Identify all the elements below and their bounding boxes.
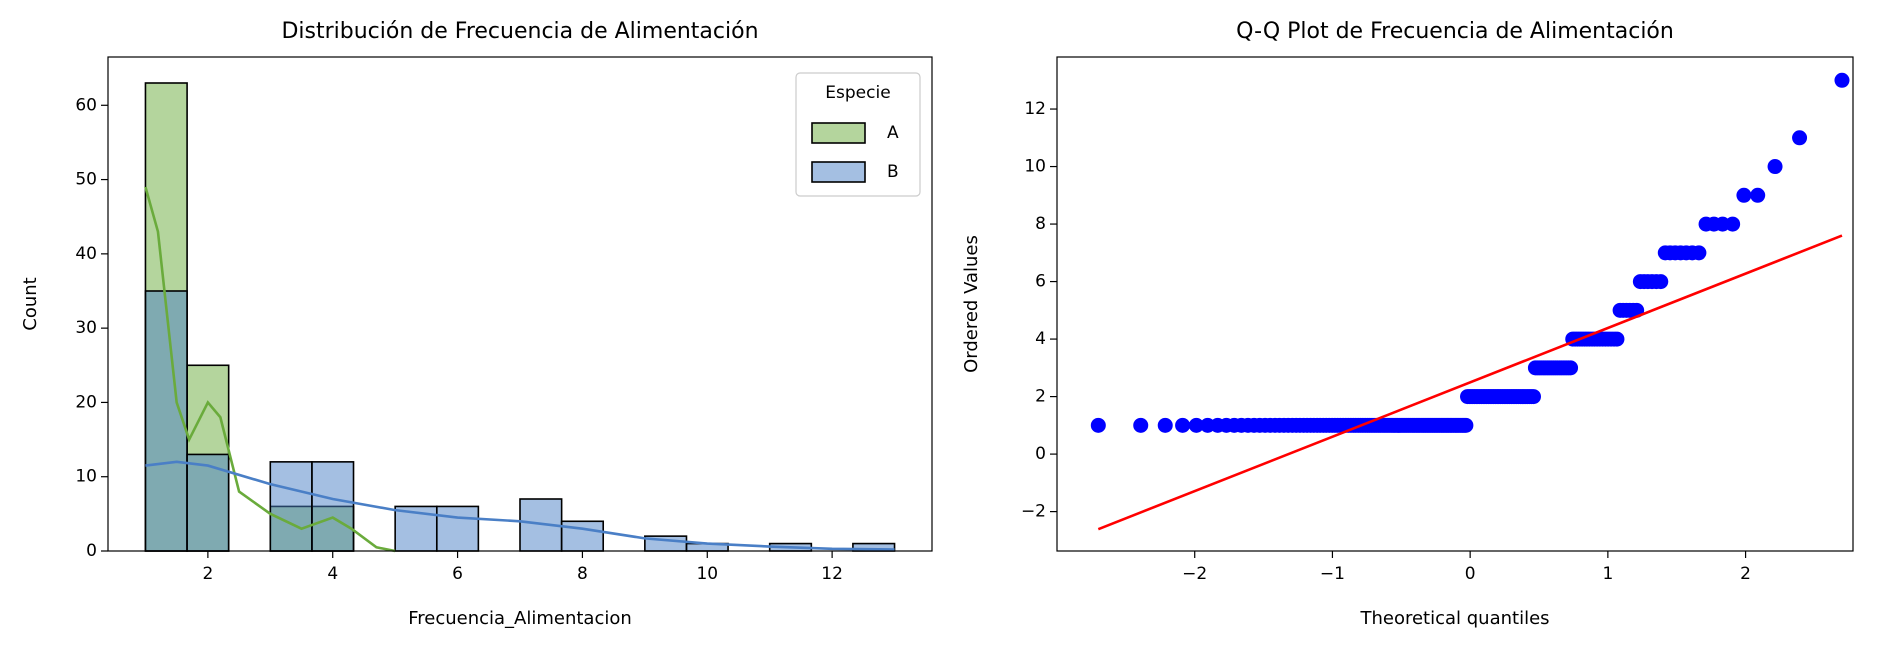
legend-title: Especie [825, 83, 890, 103]
x-tick-label: −2 [1182, 564, 1207, 584]
y-tick-label: 10 [75, 467, 97, 487]
y-tick-label: 0 [1035, 444, 1046, 464]
kde-line [145, 460, 895, 551]
histogram-bar [269, 461, 313, 552]
axes-frame [107, 56, 933, 552]
qq-point [1563, 360, 1579, 376]
y-tick-label: 10 [1024, 157, 1046, 177]
qq-point [1157, 417, 1173, 433]
y-tick-label: 12 [1024, 99, 1046, 119]
y-tick-label: 40 [75, 244, 97, 264]
histogram-bar [311, 461, 355, 552]
y-tick-label: −2 [1021, 502, 1046, 522]
qq-point [1767, 159, 1783, 175]
kde-line [144, 186, 396, 553]
legend-label: A [887, 123, 899, 143]
x-tick-label: 2 [202, 564, 213, 584]
histogram-bar [144, 290, 188, 552]
histogram-bar [435, 505, 480, 552]
qq-point [1090, 417, 1106, 433]
qq-point [1653, 274, 1669, 290]
x-tick-label: 1 [1602, 564, 1613, 584]
x-axis-label: Frecuencia_Alimentacion [408, 608, 632, 629]
y-tick-label: 30 [75, 318, 97, 338]
y-axis-label: Count [20, 277, 41, 330]
qq-point [1133, 417, 1149, 433]
qq-point [1792, 130, 1808, 146]
legend-swatch [811, 122, 866, 144]
y-tick-label: 8 [1035, 214, 1046, 234]
qq-point [1725, 216, 1741, 232]
qq-point [1736, 187, 1752, 203]
y-tick-label: 0 [86, 541, 97, 561]
qq-point [1175, 417, 1191, 433]
qq-point [1458, 417, 1474, 433]
qq-point [1691, 245, 1707, 261]
x-tick-label: 4 [327, 564, 338, 584]
y-tick-label: 20 [75, 392, 97, 412]
axes-frame [1056, 56, 1854, 552]
qq-point [1525, 389, 1541, 405]
y-tick-label: 4 [1035, 329, 1046, 349]
qq-point [1750, 187, 1766, 203]
x-tick-label: 10 [696, 564, 718, 584]
legend-label: B [887, 162, 899, 182]
x-tick-label: 2 [1740, 564, 1751, 584]
x-axis-label: Theoretical quantiles [1359, 608, 1549, 629]
x-tick-label: −1 [1320, 564, 1345, 584]
y-tick-label: 6 [1035, 272, 1046, 292]
chart-title: Distribución de Frecuencia de Alimentaci… [281, 19, 758, 44]
x-tick-label: 0 [1465, 564, 1476, 584]
x-tick-label: 6 [452, 564, 463, 584]
legend-swatch [811, 161, 866, 183]
fit-line [1097, 234, 1843, 531]
qq-point [1609, 331, 1625, 347]
x-tick-label: 8 [577, 564, 588, 584]
y-tick-label: 60 [75, 95, 97, 115]
y-axis-label: Ordered Values [961, 235, 982, 373]
qq-point [1188, 417, 1204, 433]
qq-point [1834, 72, 1850, 88]
y-tick-label: 2 [1035, 387, 1046, 407]
y-tick-label: 50 [75, 170, 97, 190]
x-tick-label: 12 [821, 564, 843, 584]
chart-title: Q-Q Plot de Frecuencia de Alimentación [1236, 19, 1674, 44]
